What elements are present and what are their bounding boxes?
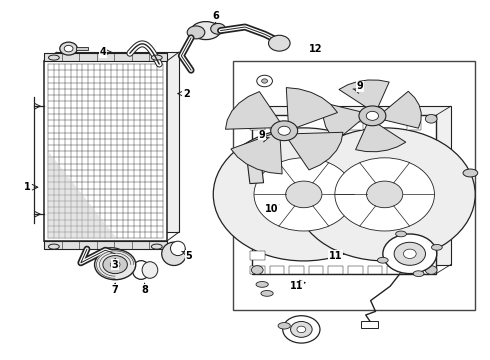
Bar	[289, 266, 304, 274]
Bar	[387, 266, 402, 274]
Text: 11: 11	[290, 281, 303, 291]
Text: 3: 3	[112, 260, 119, 270]
Circle shape	[297, 326, 306, 333]
Ellipse shape	[278, 323, 290, 329]
Ellipse shape	[377, 257, 388, 263]
Text: 2: 2	[183, 89, 190, 99]
Polygon shape	[356, 124, 406, 152]
Ellipse shape	[151, 244, 162, 249]
Bar	[250, 251, 265, 260]
Polygon shape	[48, 151, 117, 238]
Circle shape	[425, 114, 437, 123]
Circle shape	[254, 158, 354, 231]
Ellipse shape	[191, 22, 220, 40]
Polygon shape	[323, 104, 361, 140]
Bar	[270, 266, 284, 274]
Bar	[267, 106, 451, 265]
Bar	[407, 266, 421, 274]
Text: 9: 9	[259, 130, 266, 140]
Bar	[309, 266, 323, 274]
Text: 7: 7	[112, 285, 119, 295]
Circle shape	[262, 79, 268, 83]
Ellipse shape	[413, 271, 424, 276]
Text: 12: 12	[309, 44, 323, 54]
Circle shape	[403, 249, 416, 258]
Bar	[76, 47, 88, 50]
Ellipse shape	[256, 282, 268, 287]
Bar	[247, 163, 264, 184]
Bar	[348, 122, 363, 130]
Circle shape	[270, 121, 297, 141]
Circle shape	[251, 266, 263, 274]
Text: 10: 10	[265, 204, 279, 214]
Circle shape	[103, 256, 127, 274]
Circle shape	[367, 181, 403, 208]
Text: 9: 9	[357, 81, 364, 91]
Bar	[348, 266, 363, 274]
Bar	[233, 61, 475, 310]
Circle shape	[251, 114, 263, 123]
Circle shape	[110, 261, 120, 268]
Bar	[250, 266, 265, 274]
Ellipse shape	[261, 291, 273, 296]
Circle shape	[286, 181, 322, 208]
Text: 5: 5	[185, 251, 192, 261]
Circle shape	[383, 234, 437, 274]
Ellipse shape	[100, 248, 122, 258]
Circle shape	[394, 242, 425, 265]
Circle shape	[64, 45, 73, 52]
Text: 4: 4	[99, 47, 106, 57]
Bar	[252, 115, 436, 274]
Ellipse shape	[142, 262, 158, 278]
Circle shape	[425, 266, 437, 274]
Polygon shape	[286, 87, 338, 128]
Ellipse shape	[432, 244, 442, 250]
Ellipse shape	[132, 261, 150, 279]
Polygon shape	[288, 132, 343, 170]
Bar	[328, 122, 343, 130]
Circle shape	[257, 75, 272, 87]
Bar	[44, 241, 167, 249]
Circle shape	[213, 128, 394, 261]
Circle shape	[283, 316, 320, 343]
Circle shape	[187, 26, 205, 39]
Bar	[56, 52, 179, 232]
Bar	[407, 122, 421, 130]
Text: 1: 1	[24, 182, 30, 192]
Circle shape	[269, 35, 290, 51]
Ellipse shape	[171, 241, 185, 256]
Bar	[44, 53, 167, 61]
Bar	[328, 266, 343, 274]
Ellipse shape	[162, 242, 186, 266]
Circle shape	[294, 128, 475, 261]
Circle shape	[95, 249, 136, 280]
Circle shape	[278, 126, 290, 135]
Circle shape	[291, 321, 312, 337]
Circle shape	[211, 23, 225, 34]
Circle shape	[366, 111, 378, 120]
Bar	[250, 122, 265, 130]
Circle shape	[60, 42, 77, 55]
Ellipse shape	[395, 231, 406, 237]
Bar	[368, 266, 382, 274]
Polygon shape	[339, 80, 389, 108]
Polygon shape	[231, 134, 282, 174]
Circle shape	[335, 158, 435, 231]
Ellipse shape	[49, 244, 59, 249]
Ellipse shape	[463, 169, 478, 177]
Bar	[44, 61, 167, 241]
Text: 6: 6	[212, 11, 219, 21]
Ellipse shape	[151, 55, 162, 60]
Text: 11: 11	[329, 251, 343, 261]
Polygon shape	[225, 91, 280, 129]
Polygon shape	[384, 91, 421, 128]
Bar	[361, 321, 378, 328]
Text: 8: 8	[141, 285, 148, 295]
Circle shape	[359, 106, 386, 126]
Ellipse shape	[49, 55, 59, 60]
Bar	[270, 122, 284, 130]
